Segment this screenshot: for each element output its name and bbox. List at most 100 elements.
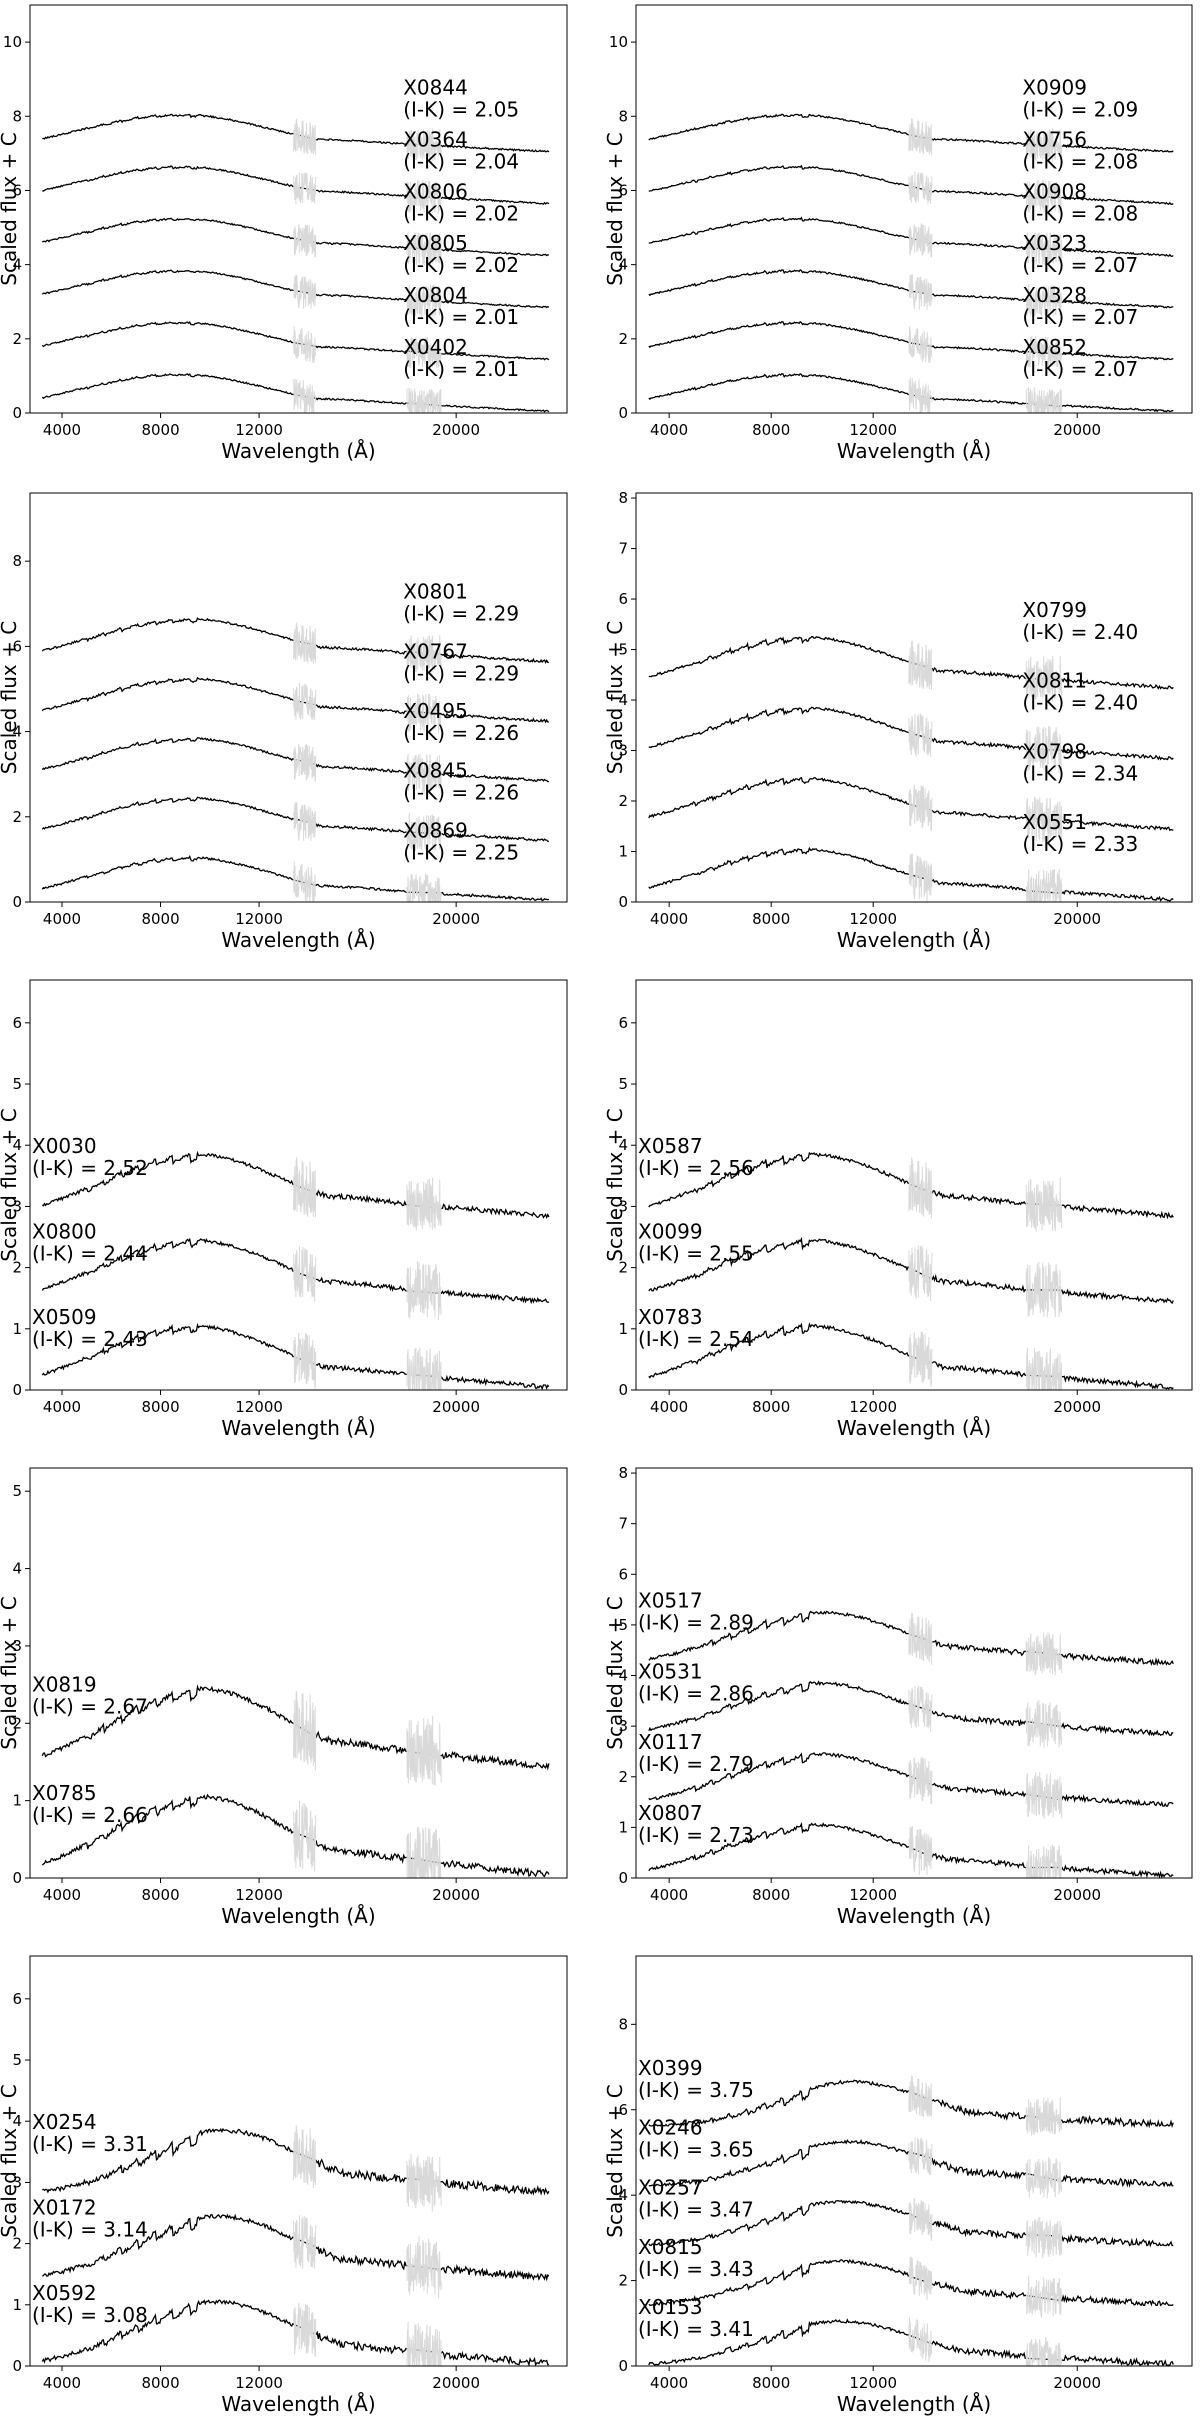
x-axis-label: Wavelength (Å) [837,928,991,952]
y-tick-label: 3 [618,1197,628,1215]
spectrum-line [648,846,1174,902]
series-color-index-label: (I-K) = 2.29 [403,602,519,626]
x-tick-label: 8000 [752,421,790,439]
series-color-index-label: (I-K) = 3.31 [32,2132,148,2156]
axes-frame [635,4,1193,414]
spectrum-line [648,113,1174,153]
series-name-label: X0592 [32,2281,97,2305]
series-color-index-label: (I-K) = 3.65 [638,2138,754,2162]
telluric-region [293,622,317,665]
x-tick-label: 20000 [432,910,480,928]
telluric-region [406,336,442,369]
y-tick-label: 0 [12,404,22,422]
spectrum-line [41,2213,550,2282]
axes-frame [29,4,568,414]
telluric-region [1025,335,1063,370]
y-tick-label: 0 [12,1869,22,1887]
telluric-region [908,713,933,758]
y-tick-label: 4 [12,256,22,274]
series-name-label: X0819 [32,1673,97,1697]
y-axis-label: Scaled flux + C [0,2084,21,2237]
x-tick-label: 12000 [235,421,283,439]
chart-panel: X0587(I-K) = 2.56 X0099(I-K) = 2.55 X0783(… [603,979,1193,1440]
spectrum-line [648,2318,1174,2366]
telluric-region [293,1246,317,1303]
y-tick-label: 10 [3,33,22,51]
x-tick-label: 4000 [43,910,81,928]
series-color-index-label: (I-K) = 3.43 [638,2257,754,2281]
series-name-label: X0257 [638,2175,703,2199]
series-color-index-label: (I-K) = 2.40 [1022,620,1138,644]
y-tick-label: 5 [12,1075,22,1093]
series-name-label: X0172 [32,2195,97,2219]
series-name-label: X0509 [32,1305,97,1329]
x-tick-label: 20000 [1053,2374,1101,2392]
series-name-label: X0153 [638,2295,703,2319]
telluric-region [1025,1771,1063,1819]
y-tick-label: 1 [12,2296,22,2314]
y-tick-label: 5 [618,641,628,659]
telluric-region [908,2137,933,2176]
spectrum-line [41,1793,550,1878]
x-tick-label: 4000 [650,1398,688,1416]
x-tick-label: 20000 [1053,910,1101,928]
series-color-index-label: (I-K) = 2.09 [1022,97,1138,121]
series-color-index-label: (I-K) = 2.52 [32,1156,148,1180]
series-name-label: X0798 [1022,739,1087,763]
y-tick-label: 6 [12,637,22,655]
x-tick-label: 12000 [849,421,897,439]
telluric-region [908,2198,933,2241]
telluric-region [908,853,933,902]
telluric-region [1025,1348,1063,1390]
spectrum-line [648,1151,1174,1220]
series-color-index-label: (I-K) = 2.34 [1022,761,1138,785]
series-color-index-label: (I-K) = 2.07 [1022,253,1138,277]
series-color-index-label: (I-K) = 2.79 [638,1752,754,1776]
series-color-index-label: (I-K) = 2.08 [1022,201,1138,225]
series-name-label: X0909 [1022,75,1087,99]
series-color-index-label: (I-K) = 2.73 [638,1823,754,1847]
series-name-label: X0587 [638,1134,703,1158]
y-tick-label: 1 [618,1320,628,1338]
series-color-index-label: (I-K) = 2.33 [1022,832,1138,856]
x-tick-label: 20000 [432,1886,480,1904]
telluric-region [1025,1699,1063,1749]
telluric-region [1025,2275,1063,2319]
spectrum-line [41,1322,550,1390]
spectrum-line [648,706,1174,761]
telluric-region [1025,386,1063,413]
y-tick-label: 3 [618,742,628,760]
axes-frame [29,1467,568,1879]
y-axis-label: Scaled flux + C [603,1596,627,1749]
y-axis-label: Scaled flux + C [0,132,21,285]
x-tick-label: 20000 [1053,421,1101,439]
x-tick-label: 20000 [432,2374,480,2392]
telluric-region [293,274,317,310]
y-tick-label: 0 [618,404,628,422]
y-tick-label: 6 [12,1990,22,2008]
series-color-index-label: (I-K) = 2.55 [638,1241,754,1265]
y-tick-label: 5 [12,2051,22,2069]
y-tick-label: 6 [12,181,22,199]
y-tick-label: 2 [618,1259,628,1277]
y-tick-label: 1 [12,1792,22,1810]
telluric-region [908,118,933,156]
series-name-label: X0807 [638,1801,703,1825]
series-name-label: X0801 [403,580,468,604]
y-tick-label: 5 [618,1616,628,1634]
telluric-region [1025,179,1063,214]
spectrum-line [42,113,550,153]
x-tick-label: 12000 [235,1886,283,1904]
series-color-index-label: (I-K) = 2.67 [32,1695,148,1719]
x-tick-label: 4000 [43,1886,81,1904]
series-name-label: X0805 [403,231,468,255]
telluric-region [1025,1632,1063,1676]
telluric-region [293,118,317,156]
series-name-label: X0254 [32,2110,97,2134]
telluric-region [1025,2216,1063,2259]
telluric-region [406,1715,442,1786]
